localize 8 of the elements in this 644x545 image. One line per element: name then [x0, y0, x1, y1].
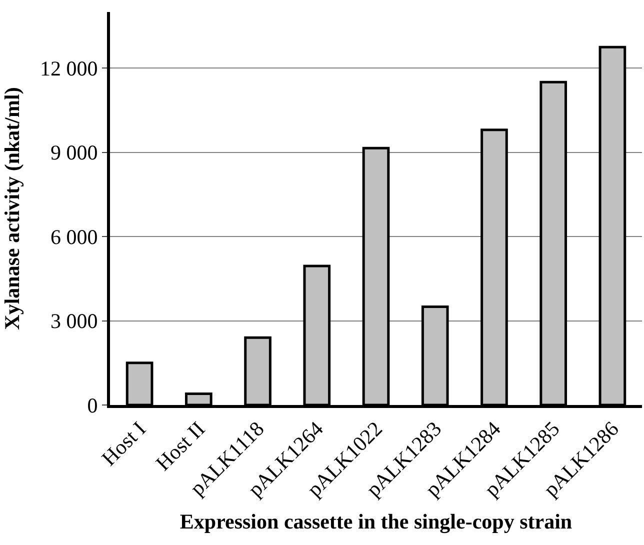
- x-axis-title: Expression cassette in the single-copy strain: [180, 510, 572, 534]
- y-tick-label: 6 000: [50, 224, 98, 249]
- y-tick-label: 9 000: [50, 140, 98, 165]
- y-tick-label: 3 000: [50, 309, 98, 334]
- x-tick-label: Host I: [96, 416, 151, 470]
- y-axis-title: Xylanase activity (nkat/ml): [0, 87, 24, 330]
- y-tick-label: 0: [87, 393, 98, 418]
- y-tick-label: 12 000: [40, 56, 98, 80]
